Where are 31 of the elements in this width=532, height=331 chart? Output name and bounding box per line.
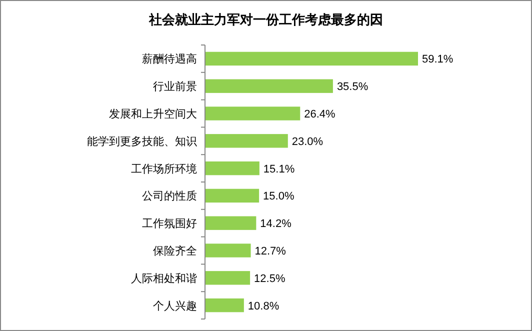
bar xyxy=(205,106,300,120)
data-label: 15.1% xyxy=(263,163,295,176)
bar xyxy=(205,161,260,176)
bar xyxy=(205,244,251,258)
data-label: 10.8% xyxy=(248,300,280,312)
bar xyxy=(205,298,244,312)
data-label: 12.7% xyxy=(254,246,286,258)
y-tick-label: 人际相处和谐 xyxy=(131,272,197,285)
y-tick-label: 工作场所环境 xyxy=(131,162,197,176)
data-label: 12.5% xyxy=(254,272,286,285)
data-label: 26.4% xyxy=(304,108,336,120)
bar xyxy=(205,188,260,203)
y-tick-label: 保险齐全 xyxy=(153,244,197,258)
y-tick-label: 个人兴趣 xyxy=(153,299,197,312)
bar xyxy=(205,216,256,230)
y-tick-label: 公司的性质 xyxy=(142,190,197,203)
data-label: 14.2% xyxy=(260,218,292,230)
bar xyxy=(205,134,288,148)
bar xyxy=(205,52,418,66)
bar xyxy=(205,79,333,93)
y-tick-label: 发展和上升空间大 xyxy=(109,108,197,120)
y-tick-label: 行业前景 xyxy=(153,80,197,94)
y-tick-label: 能学到更多技能、知识 xyxy=(87,134,197,148)
chart-title: 社会就业主力军对一份工作考虑最多的因 xyxy=(148,12,383,28)
bar xyxy=(205,271,250,285)
y-tick-label: 工作氛围好 xyxy=(142,218,197,230)
data-label: 23.0% xyxy=(292,136,324,148)
data-label: 59.1% xyxy=(422,54,454,66)
y-tick-label: 薪酬待遇高 xyxy=(142,52,197,66)
data-label: 35.5% xyxy=(336,81,368,94)
data-label: 15.0% xyxy=(263,190,294,203)
